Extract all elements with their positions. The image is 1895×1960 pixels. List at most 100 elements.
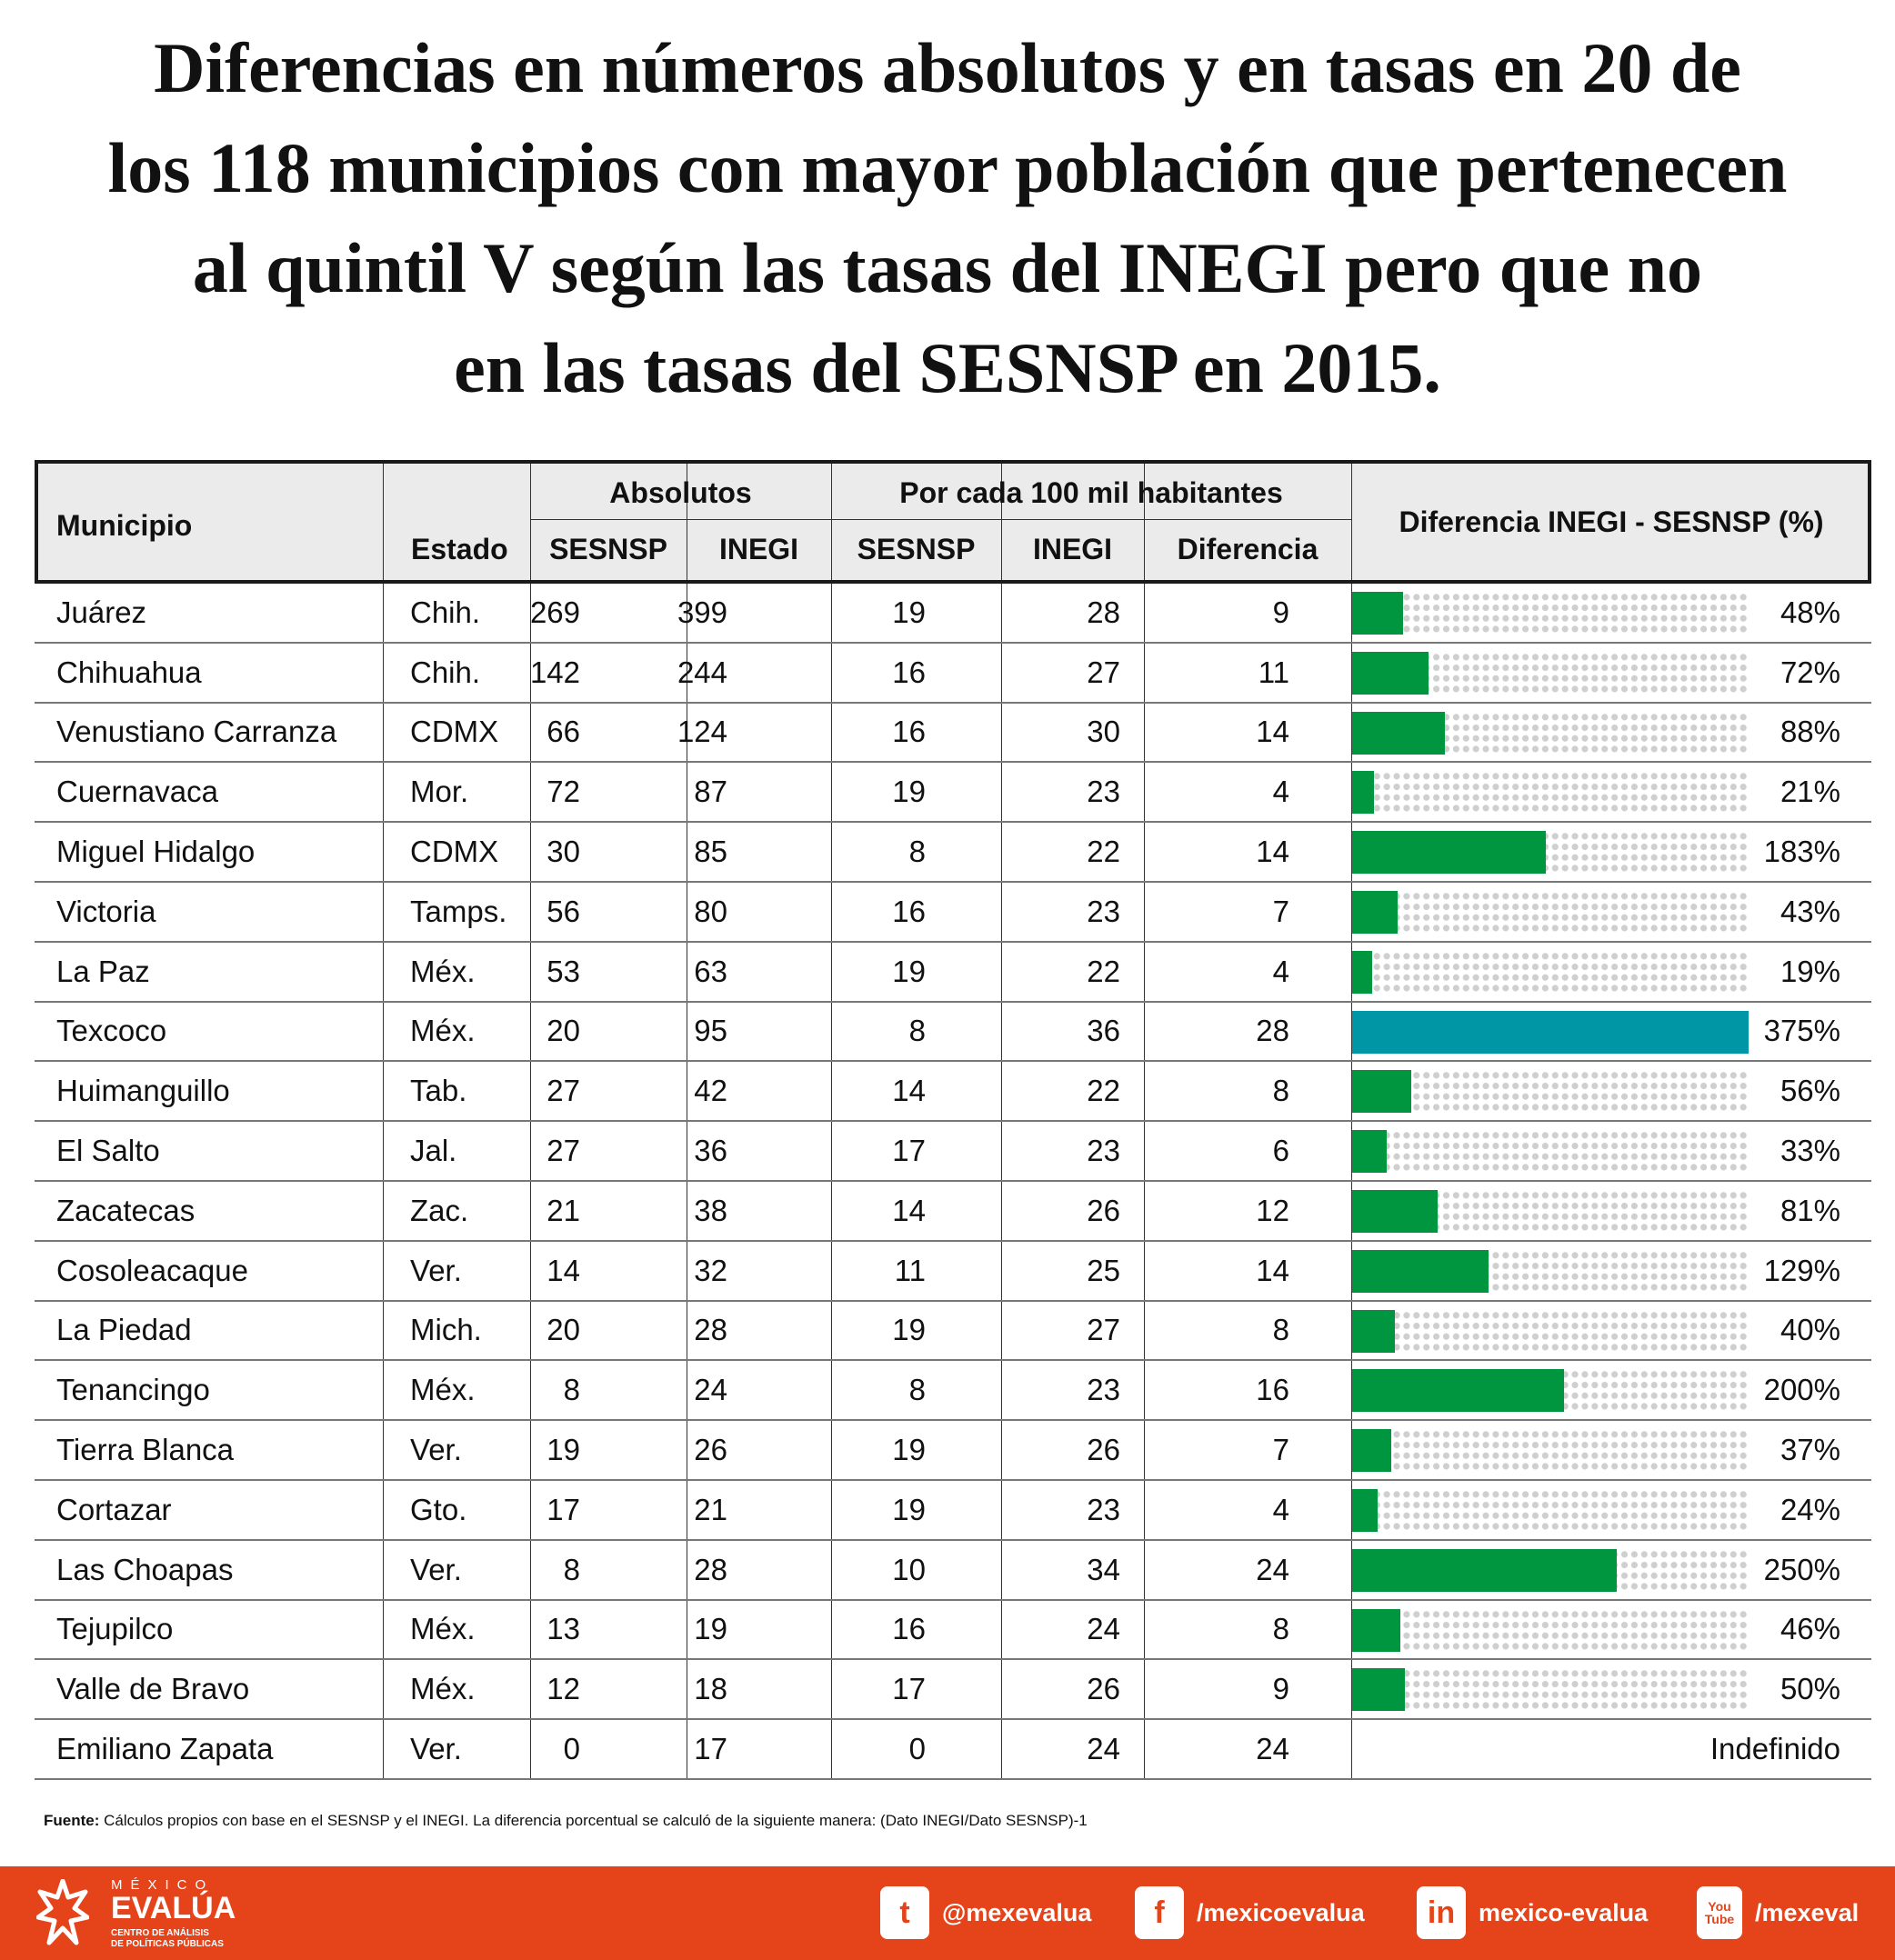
cell-abs-sesnsp: 8	[563, 1373, 580, 1407]
cell-tasa-inegi: 27	[1087, 655, 1120, 689]
table-row: Tierra Blanca Ver. 19 26 19 26 7 37%	[35, 1421, 1871, 1481]
cell-estado: Zac.	[410, 1193, 469, 1227]
cell-diferencia: 4	[1272, 1492, 1289, 1526]
cell-tasa-sesnsp: 19	[892, 1492, 926, 1526]
cell-municipio: Venustiano Carranza	[56, 715, 337, 749]
cell-tasa-inegi: 26	[1087, 1433, 1120, 1467]
difference-bar	[1352, 1488, 1378, 1532]
linkedin-icon: in	[1417, 1886, 1466, 1939]
cell-municipio: Cortazar	[56, 1492, 172, 1526]
cell-diferencia-pct: 37%	[1780, 1433, 1840, 1467]
difference-bar	[1352, 1010, 1749, 1054]
cell-tasa-sesnsp: 14	[892, 1074, 926, 1108]
cell-abs-sesnsp: 72	[546, 775, 580, 809]
cell-abs-inegi: 42	[694, 1074, 727, 1108]
cell-diferencia-pct: Indefinido	[1710, 1732, 1840, 1766]
cell-tasa-sesnsp: 19	[892, 775, 926, 809]
linkedin-link[interactable]: in mexico-evalua	[1417, 1886, 1648, 1939]
table-row: La Paz Méx. 53 63 19 22 4 19%	[35, 943, 1871, 1003]
difference-bar	[1352, 1668, 1406, 1712]
bar-track	[1352, 890, 1749, 934]
cell-tasa-inegi: 30	[1087, 715, 1120, 749]
header-abs-inegi: INEGI	[718, 533, 799, 565]
cell-estado: CDMX	[410, 715, 499, 749]
cell-municipio: Tenancingo	[56, 1373, 210, 1407]
cell-abs-inegi: 36	[694, 1134, 727, 1168]
cell-diferencia-pct: 183%	[1763, 835, 1840, 869]
twitter-link[interactable]: t @mexevalua	[880, 1886, 1091, 1939]
table-body: Juárez Chih. 269 399 19 28 9 48% Chihuahua Chih. 1…	[35, 584, 1871, 1780]
cell-tasa-sesnsp: 19	[892, 954, 926, 988]
cell-tasa-inegi: 22	[1087, 954, 1120, 988]
difference-bar	[1352, 592, 1403, 635]
cell-estado: Jal.	[410, 1134, 457, 1168]
cell-abs-sesnsp: 142	[529, 655, 580, 689]
cell-diferencia: 4	[1272, 954, 1289, 988]
cell-abs-sesnsp: 20	[546, 1014, 580, 1048]
linkedin-handle: mexico-evalua	[1479, 1898, 1649, 1926]
cell-municipio: Chihuahua	[56, 655, 202, 689]
cell-diferencia-pct: 40%	[1780, 1313, 1840, 1347]
header-absolutos: Absolutos	[609, 476, 752, 509]
page-title: Diferencias en números absolutos y en ta…	[0, 18, 1895, 418]
cell-diferencia-pct: 24%	[1780, 1492, 1840, 1526]
cell-tasa-sesnsp: 17	[892, 1672, 926, 1706]
cell-tasa-sesnsp: 10	[892, 1552, 926, 1586]
cell-municipio: Texcoco	[56, 1014, 167, 1048]
bar-track	[1352, 651, 1749, 695]
youtube-link[interactable]: You Tube /mexeval	[1697, 1886, 1859, 1939]
facebook-link[interactable]: f /mexicoevalua	[1135, 1886, 1365, 1939]
cell-abs-sesnsp: 14	[546, 1253, 580, 1287]
bar-track	[1352, 831, 1749, 875]
cell-tasa-sesnsp: 16	[892, 655, 926, 689]
cell-tasa-inegi: 24	[1087, 1732, 1120, 1766]
bar-track	[1352, 771, 1749, 815]
table-row: Tejupilco Méx. 13 19 16 24 8 46%	[35, 1601, 1871, 1661]
cell-abs-sesnsp: 17	[546, 1492, 580, 1526]
cell-diferencia: 8	[1272, 1313, 1289, 1347]
cell-municipio: Cosoleacaque	[56, 1253, 248, 1287]
cell-diferencia: 7	[1272, 894, 1289, 928]
logo-mexico: MÉXICO	[111, 1877, 215, 1893]
cell-diferencia-pct: 50%	[1780, 1672, 1840, 1706]
table-row: Chihuahua Chih. 142 244 16 27 11 72%	[35, 644, 1871, 704]
header-diferencia: Diferencia	[1177, 533, 1318, 565]
header-tasa-inegi: INEGI	[1032, 533, 1113, 565]
cell-municipio: Valle de Bravo	[56, 1672, 250, 1706]
cell-abs-sesnsp: 0	[563, 1732, 580, 1766]
logo-politicas: DE POLÍTICAS PÚBLICAS	[111, 1939, 224, 1949]
cell-estado: Méx.	[410, 1612, 476, 1646]
cell-tasa-inegi: 22	[1087, 835, 1120, 869]
table-row: El Salto Jal. 27 36 17 23 6 33%	[35, 1122, 1871, 1182]
bar-track	[1352, 1608, 1749, 1652]
bar-track	[1352, 1189, 1749, 1233]
bar-track	[1352, 1249, 1749, 1293]
cell-abs-sesnsp: 30	[546, 835, 580, 869]
cell-diferencia-pct: 33%	[1780, 1134, 1840, 1168]
table-row: Juárez Chih. 269 399 19 28 9 48%	[35, 584, 1871, 644]
difference-bar	[1352, 1429, 1392, 1473]
cell-tasa-inegi: 23	[1087, 775, 1120, 809]
cell-municipio: Miguel Hidalgo	[56, 835, 256, 869]
cell-diferencia: 14	[1256, 835, 1289, 869]
cell-diferencia-pct: 200%	[1763, 1373, 1840, 1407]
bar-track	[1352, 1369, 1749, 1413]
cell-municipio: Huimanguillo	[56, 1074, 230, 1108]
header-abs-sesnsp: SESNSP	[549, 533, 667, 565]
logo: MÉXICO EVALÚA CENTRO DE ANÁLISIS DE POLÍ…	[36, 1877, 236, 1950]
bar-track	[1352, 1488, 1749, 1532]
cell-abs-sesnsp: 20	[546, 1313, 580, 1347]
cell-abs-sesnsp: 269	[529, 595, 580, 629]
title-line: al quintil V según las tasas del INEGI p…	[192, 228, 1703, 307]
logo-centro: CENTRO DE ANÁLISIS	[111, 1928, 209, 1938]
bar-track	[1352, 1429, 1749, 1473]
cell-tasa-sesnsp: 11	[894, 1253, 926, 1287]
cell-estado: CDMX	[410, 835, 499, 869]
difference-bar	[1352, 950, 1373, 994]
table-row: Venustiano Carranza CDMX 66 124 16 30 14 88%	[35, 704, 1871, 764]
cell-tasa-inegi: 23	[1087, 1492, 1120, 1526]
cell-municipio: Las Choapas	[56, 1552, 234, 1586]
cell-diferencia: 4	[1272, 775, 1289, 809]
cell-diferencia: 9	[1272, 1672, 1289, 1706]
cell-municipio: Cuernavaca	[56, 775, 218, 809]
